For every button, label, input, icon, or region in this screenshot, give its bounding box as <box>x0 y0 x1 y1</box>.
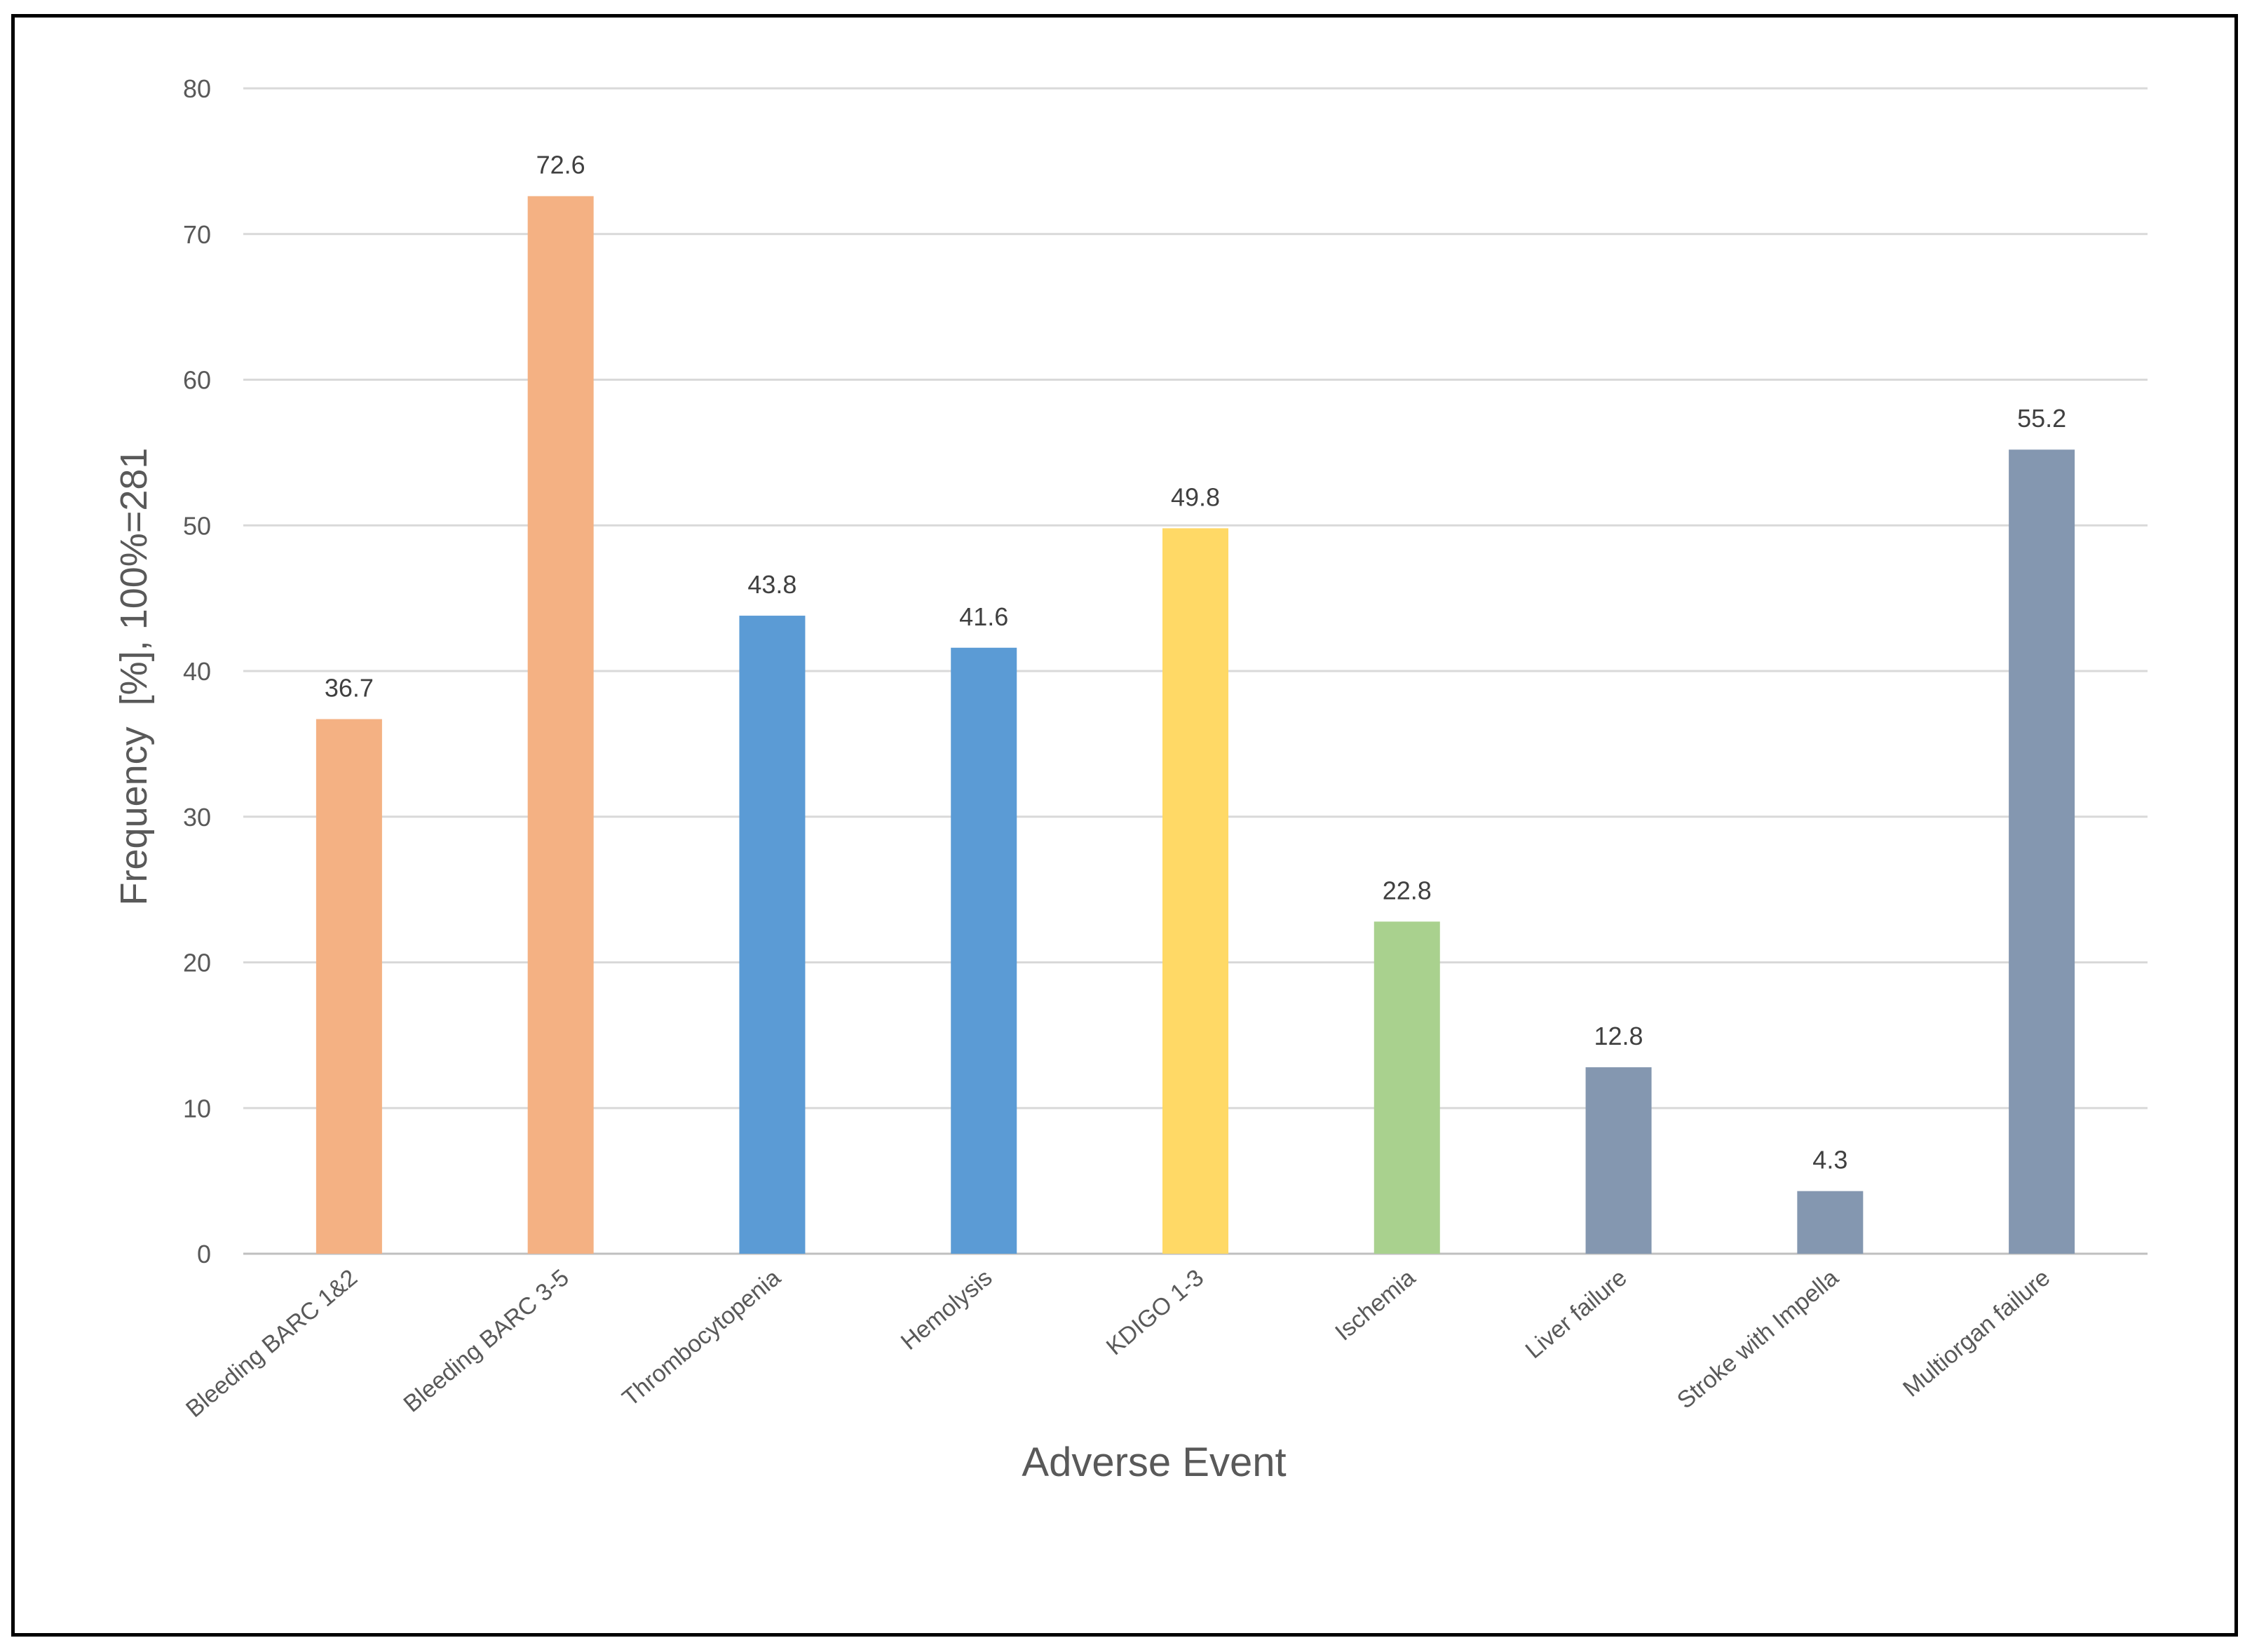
data-label: 72.6 <box>536 151 585 180</box>
y-tick-label: 20 <box>183 949 211 977</box>
y-tick-label: 80 <box>183 74 211 103</box>
bars <box>316 196 2075 1254</box>
y-tick-label: 0 <box>197 1240 211 1268</box>
bar-chart: 0 10 20 30 40 50 60 70 80 36.7 72.6 43.8 41.6 49.8 22… <box>113 74 2148 1485</box>
x-axis-title: Adverse Event <box>1022 1440 1286 1485</box>
y-tick-label: 50 <box>183 511 211 540</box>
data-label: 43.8 <box>747 570 796 599</box>
chart-frame: 0 10 20 30 40 50 60 70 80 36.7 72.6 43.8 41.6 49.8 22… <box>11 14 2238 1637</box>
x-tick-label: KDIGO 1-3 <box>1101 1264 1209 1360</box>
x-tick-label: Bleeding BARC 1&2 <box>181 1264 362 1423</box>
y-tick-label: 40 <box>183 657 211 686</box>
data-label: 22.8 <box>1383 876 1432 905</box>
data-label: 36.7 <box>325 674 374 703</box>
bar <box>1373 921 1440 1254</box>
bar <box>1162 528 1228 1254</box>
bar <box>2009 449 2075 1254</box>
data-label: 49.8 <box>1171 482 1220 511</box>
x-tick-label: Liver failure <box>1521 1264 1632 1364</box>
data-label: 41.6 <box>959 602 1008 631</box>
bar <box>951 647 1017 1254</box>
bar <box>1585 1067 1652 1254</box>
bar <box>316 719 382 1254</box>
bar <box>739 616 806 1254</box>
data-label: 12.8 <box>1594 1022 1643 1050</box>
x-tick-label: Bleeding BARC 3-5 <box>399 1264 574 1418</box>
data-labels: 36.7 72.6 43.8 41.6 49.8 22.8 12.8 4.3 55.2 <box>325 151 2066 1174</box>
y-axis-ticks: 0 10 20 30 40 50 60 70 80 <box>183 74 211 1268</box>
y-tick-label: 60 <box>183 366 211 395</box>
x-tick-label: Thrombocytopenia <box>617 1264 785 1411</box>
y-tick-label: 70 <box>183 220 211 249</box>
bar <box>1797 1191 1864 1254</box>
x-tick-label: Stroke with Impella <box>1672 1264 1844 1414</box>
y-tick-label: 30 <box>183 803 211 832</box>
x-tick-label: Multiorgan failure <box>1898 1264 2055 1402</box>
x-axis-ticks: Bleeding BARC 1&2 Bleeding BARC 3-5 Thromb… <box>181 1264 2055 1423</box>
data-label: 4.3 <box>1812 1146 1847 1174</box>
data-label: 55.2 <box>2017 404 2066 433</box>
y-tick-label: 10 <box>183 1094 211 1123</box>
x-tick-label: Ischemia <box>1330 1264 1420 1346</box>
x-tick-label: Hemolysis <box>896 1264 998 1355</box>
y-axis-title: Frequency [%], 100%=281 <box>113 448 155 906</box>
bar <box>527 196 594 1254</box>
